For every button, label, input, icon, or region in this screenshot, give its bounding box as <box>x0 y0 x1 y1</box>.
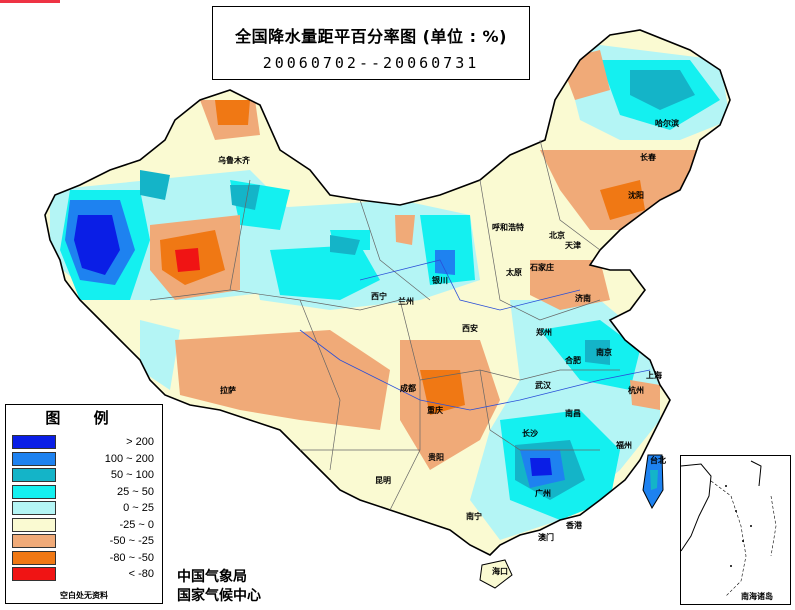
credit-ncc: 国家气候中心 <box>177 588 261 604</box>
legend: 图 例 > 200 100 ~ 200 50 ~ 100 25 ~ 50 0 ~ 25 -… <box>5 404 163 604</box>
hainan-island <box>479 559 513 589</box>
city-label: 海口 <box>492 567 508 576</box>
legend-swatch <box>12 468 56 482</box>
legend-item: 50 ~ 100 <box>12 468 158 483</box>
city-label: 沈阳 <box>628 191 644 200</box>
city-label: 银川 <box>432 276 448 285</box>
city-label: 武汉 <box>535 381 551 390</box>
city-label: 乌鲁木齐 <box>218 156 250 165</box>
legend-swatch <box>12 534 56 548</box>
city-label: 呼和浩特 <box>492 223 524 232</box>
legend-label: < -80 <box>128 568 154 580</box>
city-label: 西安 <box>462 324 478 333</box>
map-title-box: 全国降水量距平百分率图 (单位 : %) 20060702--20060731 <box>212 6 530 80</box>
city-label: 重庆 <box>427 406 443 415</box>
legend-item: -50 ~ -25 <box>12 534 158 549</box>
city-label: 福州 <box>616 441 632 450</box>
legend-swatch <box>12 484 56 499</box>
inset-map <box>680 460 777 597</box>
province-borders <box>149 139 620 511</box>
city-label: 广州 <box>535 489 551 498</box>
city-label: 上海 <box>646 371 662 380</box>
city-label: 香港 <box>566 521 582 530</box>
legend-item: 0 ~ 25 <box>12 501 158 516</box>
legend-item: 100 ~ 200 <box>12 451 158 467</box>
city-label: 济南 <box>575 294 591 303</box>
top-edge-mark <box>0 0 60 3</box>
city-label: 贵阳 <box>428 453 444 462</box>
city-label: 南宁 <box>466 512 482 521</box>
city-label: 南京 <box>596 348 612 357</box>
city-label: 兰州 <box>398 297 414 306</box>
legend-item: > 200 <box>12 435 158 450</box>
legend-label: 100 ~ 200 <box>104 452 154 465</box>
legend-label: 0 ~ 25 <box>123 502 154 514</box>
legend-title: 图 例 <box>45 409 123 427</box>
city-label: 昆明 <box>375 476 391 485</box>
inset-label: 南海诸岛 <box>741 592 773 601</box>
legend-label: 50 ~ 100 <box>110 469 154 481</box>
city-label: 石家庄 <box>530 263 554 272</box>
rivers <box>299 259 651 411</box>
city-label: 长沙 <box>522 429 538 438</box>
china-border <box>44 29 731 556</box>
south-china-sea-inset: 南海诸岛 <box>680 455 791 605</box>
city-label: 北京 <box>549 231 565 240</box>
legend-swatch <box>12 451 56 466</box>
city-label: 澳门 <box>538 533 554 542</box>
city-label: 拉萨 <box>220 386 236 395</box>
legend-label: 25 ~ 50 <box>116 485 154 498</box>
legend-label: -50 ~ -25 <box>109 535 154 547</box>
city-label: 合肥 <box>565 356 581 365</box>
city-label: 台北 <box>650 456 666 465</box>
legend-swatch <box>12 550 56 565</box>
legend-item: -25 ~ 0 <box>12 517 158 533</box>
legend-label: -80 ~ -50 <box>109 551 154 564</box>
city-label: 哈尔滨 <box>655 119 679 128</box>
legend-swatch <box>12 567 56 581</box>
city-label: 天津 <box>565 241 581 250</box>
legend-item: -80 ~ -50 <box>12 550 158 566</box>
legend-item: < -80 <box>12 567 158 582</box>
legend-label: -25 ~ 0 <box>119 518 154 531</box>
legend-swatch <box>12 501 56 515</box>
city-label: 西宁 <box>371 292 387 301</box>
legend-swatch <box>12 435 56 449</box>
map-period: 20060702--20060731 <box>262 54 480 72</box>
city-label: 成都 <box>400 384 416 393</box>
city-label: 南昌 <box>565 409 581 418</box>
map-title: 全国降水量距平百分率图 (单位 : %) <box>235 27 507 46</box>
city-label: 郑州 <box>536 328 552 337</box>
city-label: 杭州 <box>628 386 644 395</box>
legend-label: > 200 <box>126 436 154 448</box>
city-label: 太原 <box>506 268 522 277</box>
legend-note: 空白处无资料 <box>60 591 108 600</box>
city-label: 长春 <box>640 153 656 162</box>
credit-cma: 中国气象局 <box>177 569 247 585</box>
legend-swatch <box>12 517 56 532</box>
legend-item: 25 ~ 50 <box>12 484 158 500</box>
